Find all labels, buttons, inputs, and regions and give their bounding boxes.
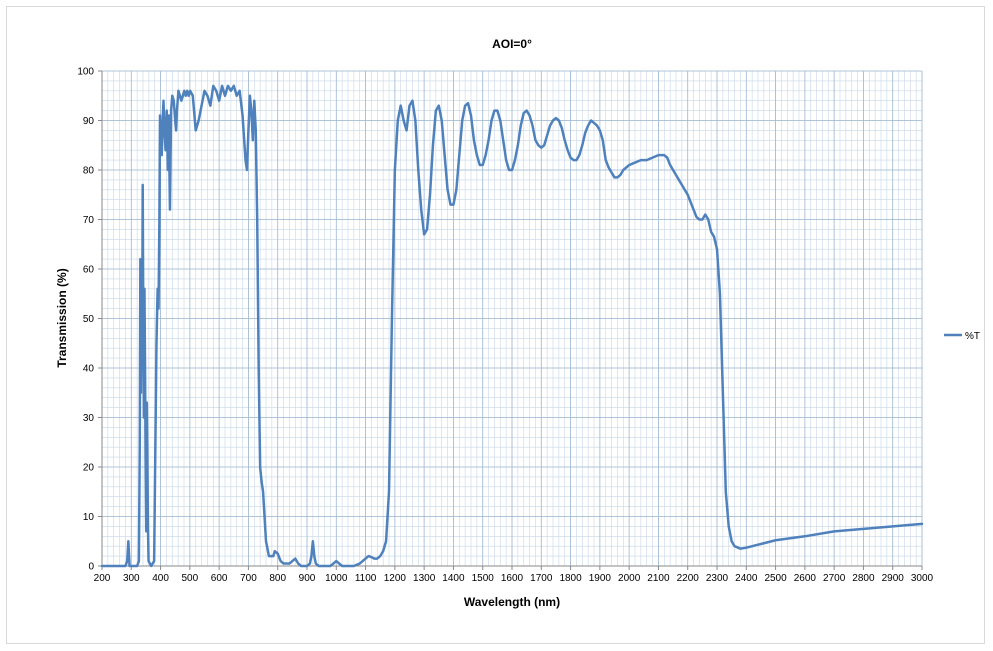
x-tick-label-3000: 3000 <box>911 573 934 584</box>
x-tick-labels: 200 300 400 500 600 700 800 900 1000 1100 1200 1300… <box>94 566 934 584</box>
x-tick-label-500: 500 <box>182 573 199 584</box>
x-tick-label-1600: 1600 <box>501 573 524 584</box>
x-tick-label-2400: 2400 <box>735 573 758 584</box>
y-tick-label-40: 40 <box>83 364 95 375</box>
x-tick-label-700: 700 <box>240 573 257 584</box>
x-tick-label-600: 600 <box>211 573 228 584</box>
legend-label: %T <box>965 331 980 342</box>
x-tick-label-1700: 1700 <box>530 573 553 584</box>
x-tick-label-1100: 1100 <box>355 573 377 584</box>
y-tick-label-10: 10 <box>83 512 95 523</box>
y-tick-label-50: 50 <box>83 314 95 325</box>
x-tick-label-300: 300 <box>123 573 140 584</box>
x-tick-label-1900: 1900 <box>589 573 612 584</box>
x-tick-label-400: 400 <box>152 573 169 584</box>
x-tick-label-2800: 2800 <box>852 573 875 584</box>
chart-frame <box>6 6 985 644</box>
x-tick-label-1200: 1200 <box>384 573 407 584</box>
y-tick-label-70: 70 <box>83 215 95 226</box>
x-tick-label-900: 900 <box>299 573 316 584</box>
x-tick-label-2200: 2200 <box>677 573 700 584</box>
y-tick-label-80: 80 <box>83 166 95 177</box>
y-tick-label-0: 0 <box>88 562 94 573</box>
y-tick-label-100: 100 <box>77 67 94 78</box>
y-tick-label-30: 30 <box>83 413 95 424</box>
series-line-0 <box>100 84 924 568</box>
x-tick-label-1000: 1000 <box>325 573 348 584</box>
y-tick-labels: 0 10 20 30 40 50 60 70 80 90 100 <box>77 67 102 573</box>
x-tick-label-2500: 2500 <box>764 573 787 584</box>
x-tick-label-2000: 2000 <box>618 573 641 584</box>
x-tick-label-2600: 2600 <box>794 573 817 584</box>
x-tick-label-2900: 2900 <box>882 573 905 584</box>
x-tick-label-1500: 1500 <box>472 573 495 584</box>
major-gridlines <box>101 70 923 567</box>
y-tick-label-90: 90 <box>83 116 95 127</box>
y-axis-title: Transmission (%) <box>55 268 69 367</box>
x-tick-label-200: 200 <box>94 573 111 584</box>
x-tick-label-2100: 2100 <box>647 573 670 584</box>
x-tick-label-1800: 1800 <box>559 573 582 584</box>
chart-title: AOI=0° <box>492 37 532 51</box>
series-layer <box>100 84 924 568</box>
legend: %T <box>944 331 980 342</box>
x-tick-label-800: 800 <box>269 573 286 584</box>
x-tick-label-1300: 1300 <box>413 573 436 584</box>
x-tick-label-2700: 2700 <box>823 573 846 584</box>
y-tick-label-60: 60 <box>83 265 95 276</box>
x-tick-label-2300: 2300 <box>706 573 729 584</box>
y-tick-label-20: 20 <box>83 463 95 474</box>
x-tick-label-1400: 1400 <box>442 573 465 584</box>
x-axis-title: Wavelength (nm) <box>464 595 560 609</box>
